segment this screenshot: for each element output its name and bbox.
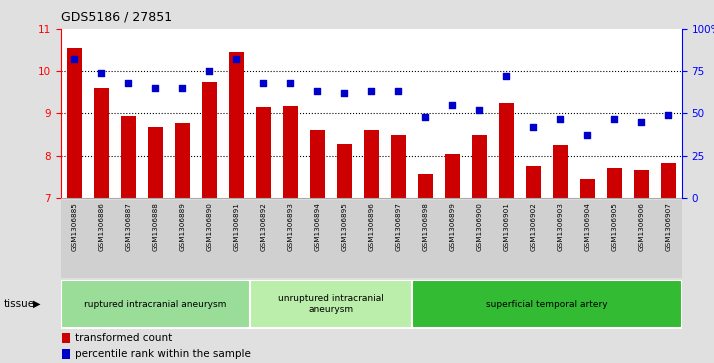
Point [555,115,566,121]
Bar [61,281,250,327]
Bar [661,163,675,198]
Text: GSM1306896: GSM1306896 [368,202,374,251]
Text: GSM1306888: GSM1306888 [152,202,159,251]
Point [123,80,134,86]
Point [149,85,161,91]
Point [231,57,242,62]
Text: ▶: ▶ [34,299,41,309]
Point [446,102,458,108]
Text: GSM1306905: GSM1306905 [611,202,618,251]
Point [608,115,620,121]
Text: GSM1306903: GSM1306903 [558,202,563,251]
Text: tissue: tissue [4,299,35,309]
Point [96,70,107,76]
Point [176,85,188,91]
Bar [634,170,649,198]
Point [258,80,269,86]
Bar [364,130,378,198]
Point [663,112,674,118]
Text: GSM1306904: GSM1306904 [584,202,590,251]
Text: GSM1306885: GSM1306885 [71,202,77,251]
Text: GSM1306899: GSM1306899 [449,202,456,251]
Text: unruptured intracranial
aneurysm: unruptured intracranial aneurysm [278,294,383,314]
Text: GSM1306890: GSM1306890 [206,202,212,251]
Point [635,119,647,125]
Text: GSM1306902: GSM1306902 [531,202,536,251]
Text: GSM1306894: GSM1306894 [314,202,321,251]
Text: GSM1306898: GSM1306898 [422,202,428,251]
Bar [553,145,568,198]
Bar [148,127,163,198]
Bar [412,281,682,327]
Bar [283,106,298,198]
Point [420,114,431,120]
Bar [580,179,595,198]
Text: GSM1306892: GSM1306892 [260,202,266,251]
Text: superficial temporal artery: superficial temporal artery [486,299,608,309]
Bar [62,333,70,343]
Text: GSM1306906: GSM1306906 [638,202,644,251]
Point [473,107,485,113]
Text: GSM1306901: GSM1306901 [503,202,509,251]
Text: GSM1306893: GSM1306893 [287,202,293,251]
Point [366,89,377,94]
Bar [472,135,487,198]
Bar [228,52,243,198]
Bar [418,174,433,198]
Bar [202,82,216,198]
Text: GDS5186 / 27851: GDS5186 / 27851 [61,11,172,24]
Bar [337,144,352,198]
Text: GSM1306895: GSM1306895 [341,202,347,251]
Bar [310,130,325,198]
Point [69,57,80,62]
Point [501,73,512,79]
Text: GSM1306887: GSM1306887 [125,202,131,251]
Bar [391,135,406,198]
Point [528,124,539,130]
Point [203,68,215,74]
Point [311,89,323,94]
Text: GSM1306891: GSM1306891 [233,202,239,251]
Bar [175,123,190,198]
Text: transformed count: transformed count [75,333,172,343]
Text: GSM1306889: GSM1306889 [179,202,185,251]
Bar [62,349,70,359]
Point [338,90,350,96]
Bar [94,88,109,198]
Bar [67,48,81,198]
Bar [607,168,622,198]
Text: GSM1306907: GSM1306907 [665,202,671,251]
Text: GSM1306886: GSM1306886 [99,202,104,251]
Bar [121,115,136,198]
Bar [250,281,412,327]
Text: GSM1306900: GSM1306900 [476,202,483,251]
Bar [445,154,460,198]
Point [582,132,593,138]
Point [285,80,296,86]
Text: percentile rank within the sample: percentile rank within the sample [75,349,251,359]
Bar [256,107,271,198]
Bar [526,166,540,198]
Text: GSM1306897: GSM1306897 [396,202,401,251]
Text: ruptured intracranial aneurysm: ruptured intracranial aneurysm [84,299,226,309]
Bar [499,103,514,198]
Point [393,89,404,94]
